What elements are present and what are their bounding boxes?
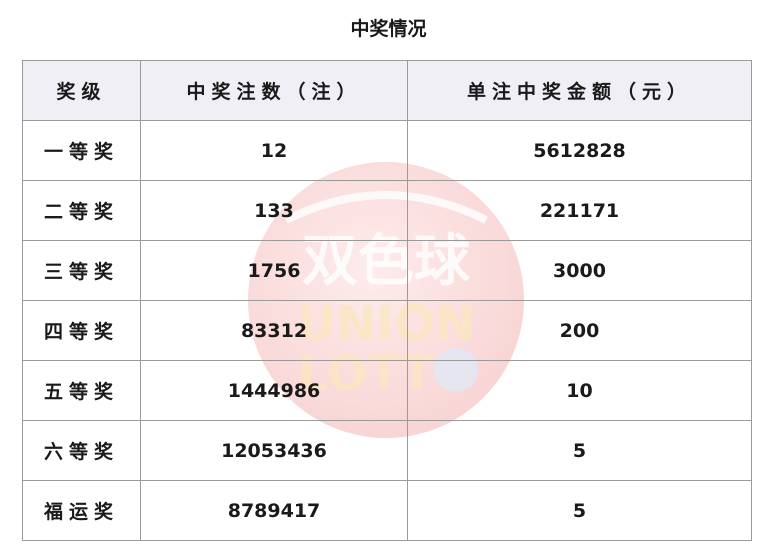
table-row: 六等奖 12053436 5 — [22, 420, 752, 481]
table-row: 一等奖 12 5612828 — [22, 120, 752, 181]
winner-count: 133 — [140, 180, 408, 241]
table-row: 四等奖 83312 200 — [22, 300, 752, 361]
table-row: 三等奖 1756 3000 — [22, 240, 752, 301]
prize-level: 五等奖 — [22, 360, 141, 421]
table-row: 福运奖 8789417 5 — [22, 480, 752, 541]
winner-count: 12053436 — [140, 420, 408, 481]
winner-count: 8789417 — [140, 480, 408, 541]
prize-amount: 10 — [407, 360, 752, 421]
page-title: 中奖情况 — [350, 18, 427, 40]
prize-amount: 3000 — [407, 240, 752, 301]
prize-level: 三等奖 — [22, 240, 141, 301]
header-count: 中奖注数（注） — [140, 60, 408, 121]
header-level: 奖级 — [22, 60, 141, 121]
table-row: 二等奖 133 221171 — [22, 180, 752, 241]
header-amount: 单注中奖金额（元） — [407, 60, 752, 121]
winner-count: 12 — [140, 120, 408, 181]
winner-count: 83312 — [140, 300, 408, 361]
winner-count: 1444986 — [140, 360, 408, 421]
prize-amount: 221171 — [407, 180, 752, 241]
prize-amount: 5 — [407, 480, 752, 541]
winner-count: 1756 — [140, 240, 408, 301]
table-header-row: 奖级 中奖注数（注） 单注中奖金额（元） — [22, 60, 752, 121]
prize-table: 奖级 中奖注数（注） 单注中奖金额（元） 一等奖 12 5612828 二等奖 133 2… — [22, 60, 752, 541]
table-row: 五等奖 1444986 10 — [22, 360, 752, 421]
prize-level: 六等奖 — [22, 420, 141, 481]
prize-amount: 5 — [407, 420, 752, 481]
prize-level: 四等奖 — [22, 300, 141, 361]
prize-level: 一等奖 — [22, 120, 141, 181]
prize-level: 福运奖 — [22, 480, 141, 541]
prize-level: 二等奖 — [22, 180, 141, 241]
prize-amount: 200 — [407, 300, 752, 361]
prize-amount: 5612828 — [407, 120, 752, 181]
